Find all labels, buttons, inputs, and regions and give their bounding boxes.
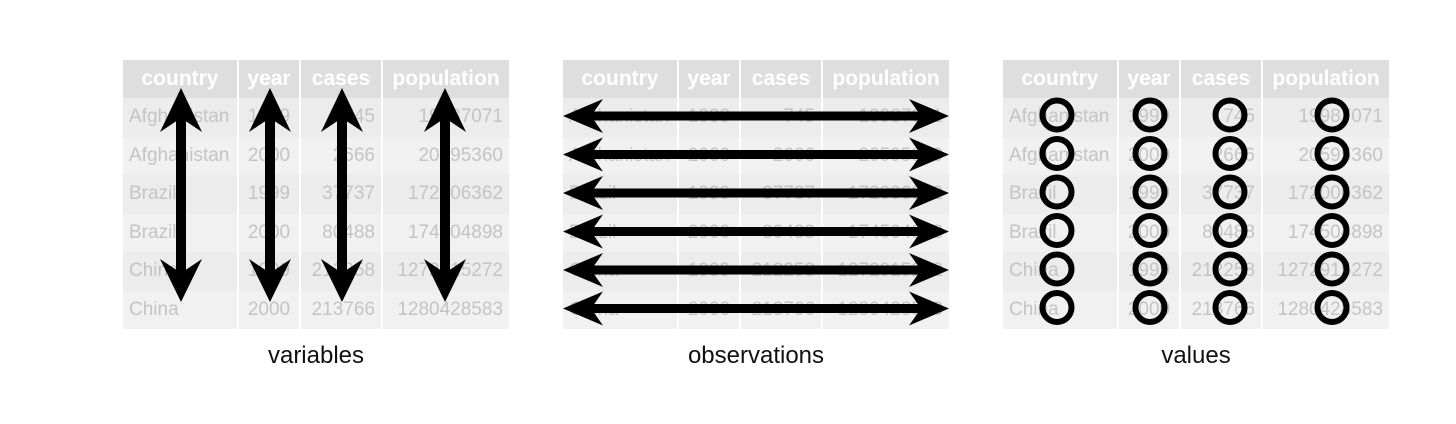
observation-arrow: [563, 214, 949, 249]
table-header-row: country year cases population: [563, 60, 949, 98]
panel-values: country year cases population Afghanistan 199…: [1003, 60, 1389, 369]
table-header-row: country year cases population: [123, 60, 509, 98]
value-circle: [1132, 290, 1168, 325]
variable-arrow: [160, 88, 202, 302]
value-circle: [1314, 290, 1350, 325]
cell-population: 172006362: [1287, 183, 1383, 205]
cell-country: China: [123, 290, 239, 329]
cell-population: 174504898: [407, 221, 503, 243]
caption-variables: variables: [267, 342, 365, 369]
cell-cases: 213766: [301, 290, 383, 329]
value-circle: [1132, 174, 1168, 210]
observation-arrow: [563, 99, 949, 133]
observation-arrow: [563, 291, 949, 326]
value-circle: [1212, 136, 1248, 171]
header-cases: cases: [1181, 60, 1263, 98]
cell-population: 1280428583: [1277, 298, 1383, 320]
value-circle: [1039, 251, 1075, 287]
variable-arrow: [424, 88, 466, 302]
value-circle: [1212, 97, 1248, 133]
cell-population: 20595360: [418, 144, 503, 166]
value-circle: [1039, 174, 1075, 210]
value-circle: [1314, 136, 1350, 171]
value-circle: [1314, 174, 1350, 210]
variable-arrow: [249, 88, 291, 302]
header-year: year: [1119, 60, 1181, 98]
cell-year: 2000: [239, 290, 301, 329]
value-circle: [1212, 174, 1248, 210]
observation-arrow: [563, 253, 949, 287]
cell-country: Brazil: [123, 213, 239, 252]
cell-country: Afghanistan: [1003, 136, 1119, 175]
overlay-circles: [1039, 97, 1350, 325]
header-country: country: [123, 60, 239, 98]
header-year: year: [679, 60, 741, 98]
cell-cases: 37737: [301, 175, 383, 214]
value-circle: [1314, 213, 1350, 248]
header-population: population: [392, 67, 500, 90]
value-circle: [1039, 97, 1075, 133]
value-circle: [1212, 251, 1248, 287]
value-circle: [1314, 251, 1350, 287]
panel-variables: countryyearcasespopulationAfghanistan199…: [123, 60, 509, 369]
cell-population: 1272915272: [1277, 260, 1383, 282]
caption-values: values: [1161, 342, 1231, 369]
overlay-vertical-arrows: [160, 88, 466, 302]
value-circle: [1132, 251, 1168, 287]
value-circle: [1212, 290, 1248, 325]
observation-arrow: [563, 137, 949, 172]
cell-country: Afghanistan: [1003, 98, 1119, 137]
header-population: population: [832, 67, 940, 90]
value-circle: [1132, 136, 1168, 171]
header-year: year: [239, 60, 301, 98]
observation-arrow: [563, 176, 949, 210]
panel-observations: countryyearcasespopulationAfghanistan199…: [563, 60, 949, 369]
overlay-horizontal-arrows: [563, 99, 949, 326]
value-circle: [1132, 213, 1168, 248]
variable-arrow: [321, 88, 363, 302]
cell-population: 1280428583: [397, 298, 503, 320]
value-circle: [1132, 97, 1168, 133]
value-circle: [1212, 213, 1248, 248]
table-header-row: country year cases population: [1003, 60, 1389, 98]
cell-population: 174504898: [1287, 221, 1383, 243]
cell-population: 172006362: [407, 183, 503, 205]
cell-cases: 80488: [301, 213, 383, 252]
data-table: countryyearcasespopulationAfghanistan199…: [563, 60, 949, 330]
cell-country: Brazil: [123, 175, 239, 214]
value-circle: [1039, 290, 1075, 325]
data-table: countryyearcasespopulationAfghanistan199…: [123, 60, 509, 330]
header-cases: cases: [301, 60, 383, 98]
header-cases: cases: [741, 60, 823, 98]
header-country: country: [1003, 60, 1119, 98]
value-circle: [1039, 213, 1075, 248]
caption-observations: observations: [687, 342, 825, 369]
value-circle: [1314, 97, 1350, 133]
header-country: country: [563, 60, 679, 98]
value-circle: [1039, 136, 1075, 171]
header-population: population: [1272, 67, 1380, 90]
